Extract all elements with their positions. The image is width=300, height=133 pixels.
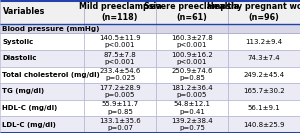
Text: Systolic: Systolic bbox=[2, 39, 34, 45]
Bar bbox=[84, 116, 156, 133]
Bar bbox=[0, 50, 84, 66]
Text: 250.9±74.6
p=0.85: 250.9±74.6 p=0.85 bbox=[171, 68, 213, 81]
Text: Blood pressure (mmHg): Blood pressure (mmHg) bbox=[2, 26, 100, 32]
Text: 74.3±7.4: 74.3±7.4 bbox=[248, 55, 280, 61]
Text: 87.5±7.8
p<0.001: 87.5±7.8 p<0.001 bbox=[103, 52, 136, 65]
Bar bbox=[156, 24, 228, 33]
Text: Mild preeclampsia
(n=118): Mild preeclampsia (n=118) bbox=[79, 2, 161, 22]
Text: 55.9±11.7
p=0.85: 55.9±11.7 p=0.85 bbox=[101, 101, 139, 115]
Bar bbox=[156, 116, 228, 133]
Text: Healthy pregnant women
(n=96): Healthy pregnant women (n=96) bbox=[207, 2, 300, 22]
Bar bbox=[84, 24, 156, 33]
Bar bbox=[0, 83, 84, 100]
Text: Total cholesterol (mg/dl): Total cholesterol (mg/dl) bbox=[2, 72, 100, 78]
Text: HDL-C (mg/dl): HDL-C (mg/dl) bbox=[2, 105, 58, 111]
Bar bbox=[156, 33, 228, 50]
Text: 249.2±45.4: 249.2±45.4 bbox=[243, 72, 285, 78]
Text: 56.1±9.1: 56.1±9.1 bbox=[248, 105, 280, 111]
Text: 139.2±38.4
p=0.75: 139.2±38.4 p=0.75 bbox=[171, 118, 213, 131]
Bar bbox=[228, 24, 300, 33]
Bar bbox=[156, 83, 228, 100]
Text: 160.3±27.8
p<0.001: 160.3±27.8 p<0.001 bbox=[171, 35, 213, 48]
Text: 140.8±25.9: 140.8±25.9 bbox=[243, 122, 285, 128]
Bar bbox=[228, 100, 300, 116]
Text: 177.2±28.9
p=0.005: 177.2±28.9 p=0.005 bbox=[99, 85, 141, 98]
Text: 233.4±54.6
p=0.025: 233.4±54.6 p=0.025 bbox=[99, 68, 141, 81]
Bar bbox=[228, 83, 300, 100]
Bar bbox=[0, 100, 84, 116]
Bar bbox=[156, 0, 228, 24]
Bar bbox=[156, 66, 228, 83]
Text: Severe preeclampsia
(n=61): Severe preeclampsia (n=61) bbox=[144, 2, 240, 22]
Text: LDL-C (mg/dl): LDL-C (mg/dl) bbox=[2, 122, 56, 128]
Text: 100.9±16.2
p<0.001: 100.9±16.2 p<0.001 bbox=[171, 52, 213, 65]
Bar bbox=[228, 116, 300, 133]
Text: 140.5±11.9
p<0.001: 140.5±11.9 p<0.001 bbox=[99, 35, 141, 48]
Bar bbox=[0, 116, 84, 133]
Text: 113.2±9.4: 113.2±9.4 bbox=[245, 39, 283, 45]
Bar bbox=[156, 50, 228, 66]
Bar bbox=[156, 100, 228, 116]
Bar bbox=[84, 100, 156, 116]
Bar bbox=[228, 66, 300, 83]
Bar bbox=[84, 33, 156, 50]
Text: TG (mg/dl): TG (mg/dl) bbox=[2, 88, 44, 94]
Bar bbox=[0, 0, 84, 24]
Bar bbox=[0, 24, 84, 33]
Bar bbox=[84, 0, 156, 24]
Bar bbox=[0, 33, 84, 50]
Text: 165.7±30.2: 165.7±30.2 bbox=[243, 88, 285, 94]
Bar bbox=[84, 50, 156, 66]
Text: 133.1±35.6
p=0.07: 133.1±35.6 p=0.07 bbox=[99, 118, 141, 131]
Text: 54.8±12.1
p=0.41: 54.8±12.1 p=0.41 bbox=[173, 101, 211, 115]
Bar bbox=[228, 33, 300, 50]
Bar bbox=[0, 66, 84, 83]
Bar bbox=[84, 83, 156, 100]
Bar bbox=[84, 66, 156, 83]
Bar bbox=[228, 0, 300, 24]
Bar bbox=[228, 50, 300, 66]
Text: Diastolic: Diastolic bbox=[2, 55, 37, 61]
Text: 181.2±36.4
p=0.005: 181.2±36.4 p=0.005 bbox=[171, 85, 213, 98]
Text: Variables: Variables bbox=[3, 7, 45, 16]
